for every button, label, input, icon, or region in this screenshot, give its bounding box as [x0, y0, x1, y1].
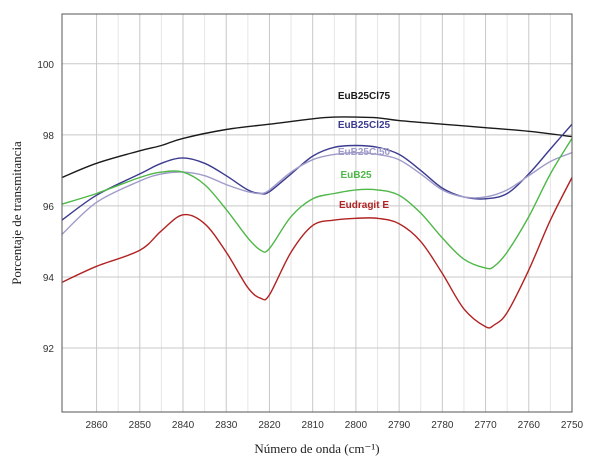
y-tick-label: 96	[43, 202, 55, 213]
x-axis-label: Número de onda (cm⁻¹)	[254, 441, 379, 456]
series-line	[61, 177, 573, 329]
x-tick-label: 2820	[258, 420, 281, 431]
y-tick-label: 98	[43, 131, 55, 142]
x-tick-label: 2830	[215, 420, 238, 431]
series-line	[61, 138, 573, 270]
y-tick-label: 100	[37, 60, 54, 71]
series-line	[61, 123, 573, 221]
x-tick-label: 2800	[345, 420, 368, 431]
grid-lines	[62, 14, 573, 412]
x-tick-label: 2780	[431, 420, 454, 431]
y-tick-label: 92	[43, 344, 55, 355]
x-tick-label: 2760	[518, 420, 541, 431]
plot-frame	[61, 13, 573, 413]
x-tick-label: 2860	[85, 420, 108, 431]
series-label: EuB25Cl50	[338, 147, 391, 158]
series-lines	[61, 116, 573, 329]
x-tick-label: 2750	[561, 420, 584, 431]
y-tick-label: 94	[43, 273, 55, 284]
series-label: EuB25Cl75	[338, 91, 391, 102]
x-tick-label: 2770	[474, 420, 497, 431]
series-line	[61, 116, 573, 179]
tick-labels: 2860 2850 2840 2830 2820 2810 2800 2790 2780 2770…	[37, 60, 583, 431]
y-axis-label: Porcentaje de transmitancia	[9, 141, 24, 285]
series-labels: EuB25Cl75 EuB25Cl25 EuB25Cl50 EuB25 Eudragit…	[338, 91, 391, 211]
series-line	[61, 151, 573, 235]
series-label: EuB25	[340, 170, 372, 181]
series-label: EuB25Cl25	[338, 120, 391, 131]
x-tick-label: 2850	[129, 420, 152, 431]
series-label: Eudragit E	[339, 200, 389, 211]
x-tick-label: 2790	[388, 420, 411, 431]
x-tick-label: 2810	[302, 420, 325, 431]
x-tick-label: 2840	[172, 420, 195, 431]
